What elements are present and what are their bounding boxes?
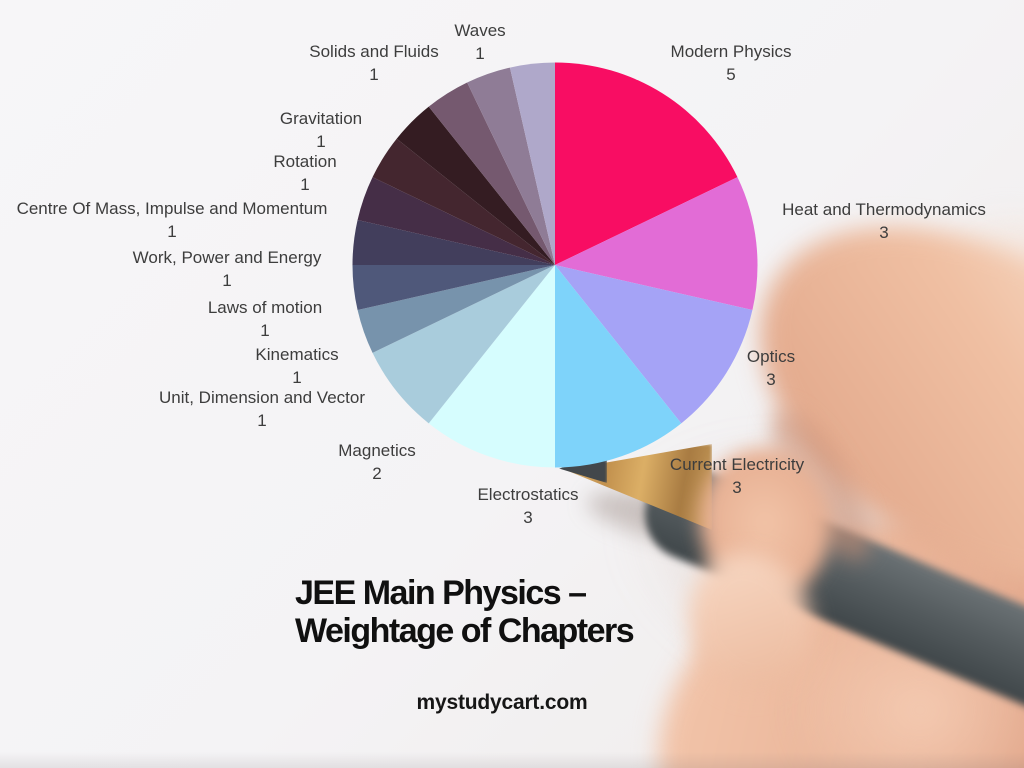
pie-slice-2 [555,177,758,311]
pie-slice-11 [372,138,555,265]
pie-slice-4 [555,265,682,468]
chart-title-line2: Weightage of Chapters [295,612,635,650]
bottom-shade [0,752,1024,768]
slice-label-name: Gravitation [279,109,363,128]
slice-label: Electrostatics 3 [477,483,578,529]
slice-label-value: 1 [222,271,232,290]
slice-label: Kinematics 1 [255,343,338,389]
pie-slice-3 [555,265,753,424]
slice-label: Rotation 1 [273,150,336,196]
slice-label: Heat and Thermodynamics 3 [782,198,986,244]
slice-label-value: 1 [300,175,310,194]
slice-label: Work, Power and Energy 1 [133,246,322,292]
slice-label-name: Unit, Dimension and Vector [159,388,365,407]
pie-slice-14 [467,67,555,265]
slice-label-name: Laws of motion [207,298,323,317]
slice-label: Waves 1 [454,19,505,65]
slice-label: Modern Physics 5 [671,40,792,86]
slice-label-name: Heat and Thermodynamics [782,200,986,219]
pie-slice-1 [555,62,738,265]
slice-label-value: 1 [475,44,485,63]
pie-chart [352,62,758,468]
slice-label-name: Magnetics [338,441,416,460]
slice-label-value: 1 [260,321,270,340]
chart-title-line1: JEE Main Physics – [295,574,587,612]
slice-label: Optics 3 [747,345,795,391]
slice-label-name: Waves [454,21,506,40]
website-text: mystudycart.com [416,691,588,714]
pie-slice-6 [372,265,555,424]
slice-label-value: 5 [726,65,736,84]
slice-label-name: Electrostatics [477,485,579,504]
slice-label-value: 2 [372,464,382,483]
slice-label-name: Rotation [273,152,337,171]
slice-label: Solids and Fluids 1 [309,40,438,86]
slice-label-value: 3 [766,370,776,389]
slice-label-value: 1 [369,65,379,84]
slice-label-value: 3 [732,478,742,497]
slice-label-value: 1 [316,132,326,151]
slice-label-name: Modern Physics [670,42,792,61]
slice-label-name: Optics [746,347,796,366]
pie-slice-15 [509,62,555,265]
slice-label-value: 1 [257,411,267,430]
slice-label: Gravitation 1 [280,107,362,153]
slice-label: Unit, Dimension and Vector 1 [159,386,365,432]
slice-label-name: Current Electricity [669,455,805,474]
slice-label: Laws of motion 1 [208,296,322,342]
pie-slice-10 [357,177,555,265]
slice-label: Centre Of Mass, Impulse and Momentum 1 [17,197,328,243]
slice-label: Magnetics 2 [338,439,415,485]
pie-slice-8 [352,265,555,311]
slice-label-value: 1 [167,222,177,241]
pie-slice-5 [428,265,555,468]
pie-slice-12 [396,106,555,266]
pie-slice-9 [352,219,555,265]
pie-slice-13 [428,82,555,265]
slice-label-name: Solids and Fluids [309,42,439,61]
slice-label-name: Kinematics [255,345,339,364]
slice-label-name: Centre Of Mass, Impulse and Momentum [16,199,328,218]
slice-label-value: 3 [879,223,889,242]
pie-slice-7 [357,265,555,353]
slice-label-value: 3 [523,508,533,527]
slice-label: Current Electricity 3 [670,453,804,499]
slice-label-value: 1 [292,368,302,387]
slice-label-name: Work, Power and Energy [132,248,322,267]
chart-title: JEE Main Physics – Weightage of Chapters [295,574,635,650]
